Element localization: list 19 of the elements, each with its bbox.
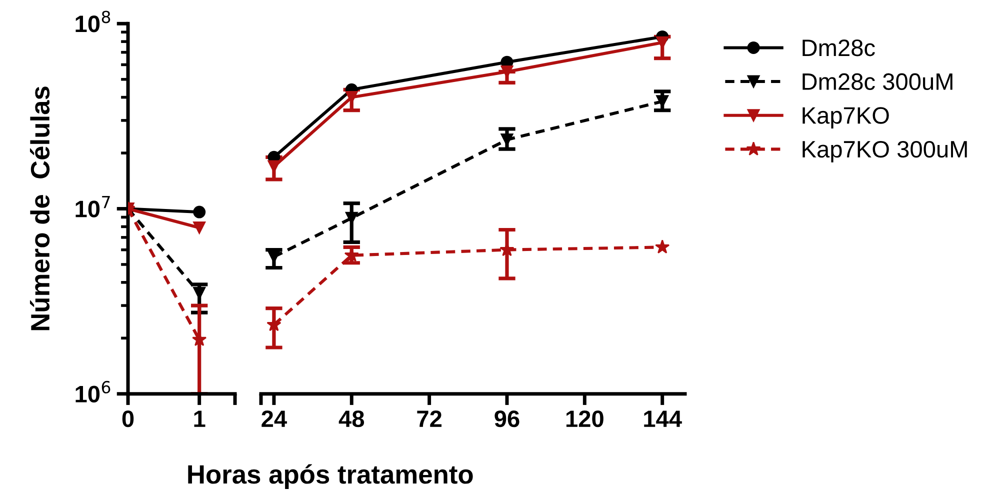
x-tick-label: 1 [194, 410, 206, 427]
x-axis-title: Horas após tratamento [188, 464, 473, 490]
legend-label: Dm28c 300uM [802, 73, 952, 90]
point [193, 206, 206, 218]
x-tick-label: 120 [566, 410, 604, 428]
y-axis-title: Número de Células [30, 86, 50, 330]
point [655, 240, 670, 254]
y-tick-label: 10$^{8}$ [76, 10, 110, 32]
x-tick-label: 144 [644, 410, 682, 427]
x-tick-label: 96 [494, 410, 520, 428]
y-tick-label: 10$^{7}$ [76, 196, 110, 218]
legend-label: Kap7KO 300uM [802, 140, 967, 162]
legend-label: Dm28c [802, 39, 875, 56]
x-tick-label: 24 [262, 410, 287, 427]
x-tick-label: 48 [338, 410, 364, 428]
legend-label: Kap7KO [802, 107, 889, 129]
y-tick-label: 10$^{6}$ [76, 380, 110, 402]
x-tick-label: 72 [417, 410, 442, 427]
x-tick-label: 0 [122, 410, 134, 428]
